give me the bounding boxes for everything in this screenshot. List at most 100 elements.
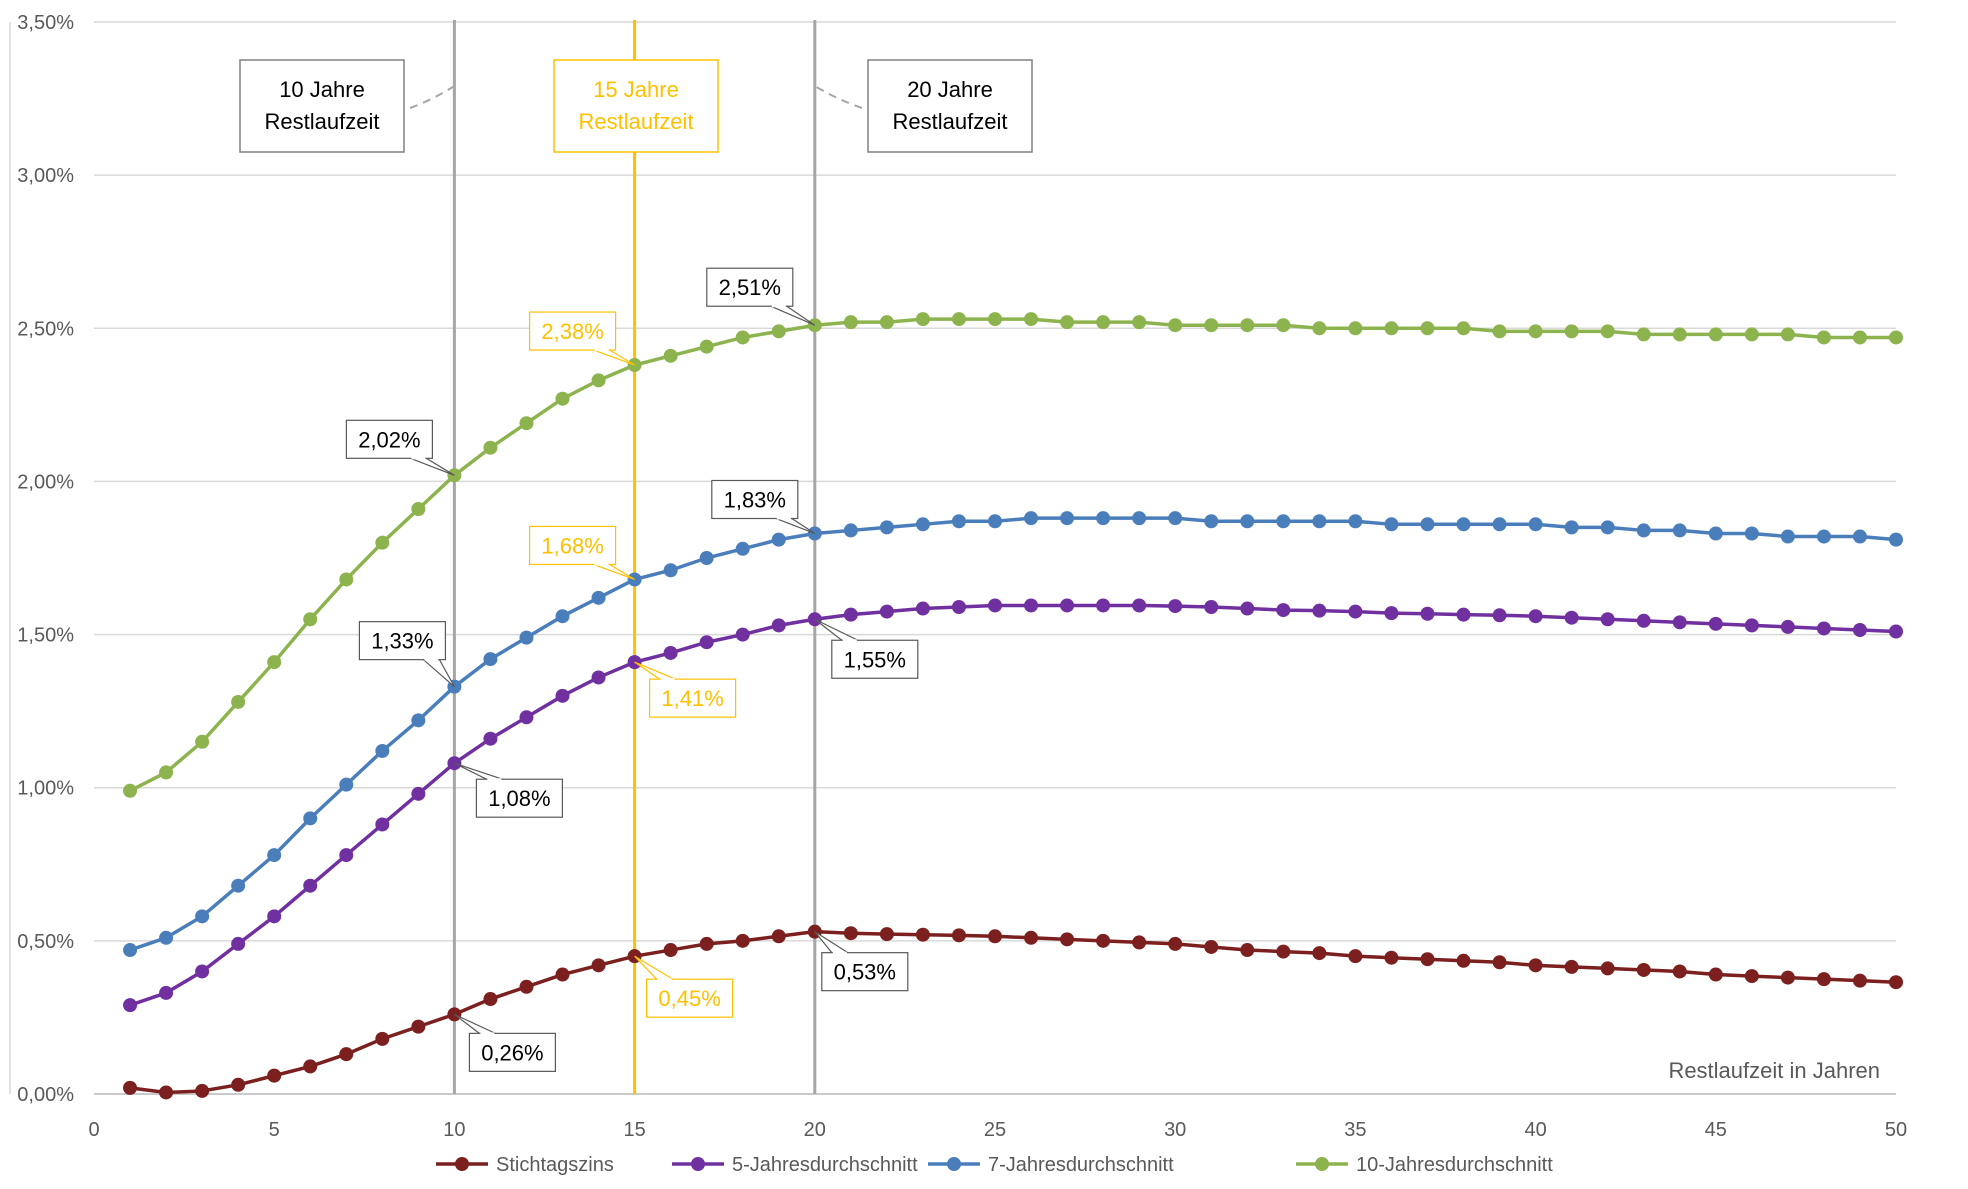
data-point xyxy=(123,943,138,958)
data-point xyxy=(1528,609,1543,624)
data-point xyxy=(879,520,894,535)
data-point xyxy=(988,929,1002,944)
data-point xyxy=(1096,511,1111,526)
data-point xyxy=(159,1085,174,1100)
data-point xyxy=(1744,526,1759,541)
data-point xyxy=(1889,330,1903,345)
data-point xyxy=(1024,312,1039,327)
data-point xyxy=(951,312,966,327)
data-point xyxy=(519,630,534,645)
data-point xyxy=(483,440,498,455)
x-tick-label: 0 xyxy=(88,1119,99,1141)
annotation-label: 1,08% xyxy=(488,786,550,811)
data-point xyxy=(375,535,390,550)
data-point xyxy=(1889,975,1903,990)
data-point xyxy=(591,958,606,973)
data-point xyxy=(1672,615,1687,630)
series-group xyxy=(123,312,1903,1100)
data-point xyxy=(1672,523,1687,538)
data-point xyxy=(1348,604,1363,619)
data-point xyxy=(735,933,750,948)
data-point xyxy=(1276,514,1291,529)
data-point xyxy=(303,811,318,826)
data-point xyxy=(735,330,750,345)
legend-swatch-marker xyxy=(455,1157,469,1171)
data-point xyxy=(519,416,534,431)
data-point xyxy=(951,514,966,529)
annotation-label: 2,51% xyxy=(719,275,781,300)
data-point xyxy=(1852,330,1867,345)
annotation-pointer xyxy=(593,563,635,581)
data-point xyxy=(195,734,210,749)
x-tick-label: 15 xyxy=(623,1119,645,1141)
x-tick-label: 5 xyxy=(269,1119,280,1141)
data-point xyxy=(1276,318,1291,333)
data-point xyxy=(1420,321,1435,336)
annotation-pointer xyxy=(634,955,675,980)
data-point xyxy=(1528,517,1543,532)
data-point xyxy=(1528,958,1543,973)
data-point xyxy=(1204,939,1219,954)
data-point xyxy=(555,391,570,406)
data-point xyxy=(555,688,570,703)
data-point xyxy=(843,523,858,538)
data-point xyxy=(951,928,966,943)
reference-label-box xyxy=(867,59,1033,153)
data-point xyxy=(555,609,570,624)
data-point xyxy=(1780,619,1795,634)
series-line xyxy=(129,929,1897,1095)
data-point xyxy=(1348,321,1363,336)
data-point xyxy=(699,551,714,565)
data-point xyxy=(1384,950,1399,965)
data-point xyxy=(771,618,786,633)
data-point xyxy=(915,312,930,327)
data-point xyxy=(1780,970,1795,985)
y-tick-labels: 0,00% 0,50% 1,00% 1,50% 2,00% 2,50% 3,00% 3,50% xyxy=(17,12,74,1106)
reference-label-line2: Restlaufzeit xyxy=(893,109,1008,134)
data-point xyxy=(988,312,1002,327)
legend-swatch-marker xyxy=(1315,1157,1329,1171)
data-point xyxy=(699,936,714,951)
reference-label-line1: 20 Jahre xyxy=(907,77,993,102)
x-tick-label: 10 xyxy=(443,1119,465,1141)
data-point xyxy=(1780,529,1795,544)
data-point xyxy=(1636,962,1651,977)
data-point xyxy=(159,765,174,780)
data-point xyxy=(663,645,678,660)
annotation-box xyxy=(468,1032,556,1072)
data-point xyxy=(1600,961,1615,976)
data-point xyxy=(1492,608,1507,623)
data-point xyxy=(267,909,282,924)
data-point xyxy=(1132,511,1147,526)
data-point xyxy=(195,1083,210,1098)
data-point xyxy=(339,777,354,792)
data-point xyxy=(1060,511,1075,526)
data-point xyxy=(555,967,570,982)
x-tick-label: 40 xyxy=(1524,1119,1546,1141)
data-point xyxy=(1492,955,1507,970)
y-tick-label: 3,50% xyxy=(17,12,74,34)
reference-label-box xyxy=(239,59,405,153)
data-point xyxy=(1240,943,1255,958)
data-point xyxy=(339,1047,354,1062)
reference-label-line1: 10 Jahre xyxy=(279,77,365,102)
data-point xyxy=(735,541,750,556)
data-point xyxy=(159,930,174,945)
data-point xyxy=(411,501,426,516)
data-point xyxy=(988,598,1002,613)
data-point xyxy=(195,909,210,924)
data-point xyxy=(123,998,138,1013)
data-point xyxy=(1132,598,1147,613)
data-point xyxy=(1564,324,1579,339)
data-point xyxy=(1096,933,1111,948)
data-point xyxy=(1060,932,1075,947)
data-point xyxy=(1384,321,1399,336)
annotation-label: 1,68% xyxy=(541,533,603,558)
x-tick-label: 20 xyxy=(804,1119,826,1141)
data-point xyxy=(1096,598,1111,613)
x-tick-label: 35 xyxy=(1344,1119,1366,1141)
data-point xyxy=(771,929,786,944)
data-point xyxy=(1672,327,1687,342)
data-point xyxy=(1816,972,1831,987)
data-point xyxy=(1348,514,1363,529)
